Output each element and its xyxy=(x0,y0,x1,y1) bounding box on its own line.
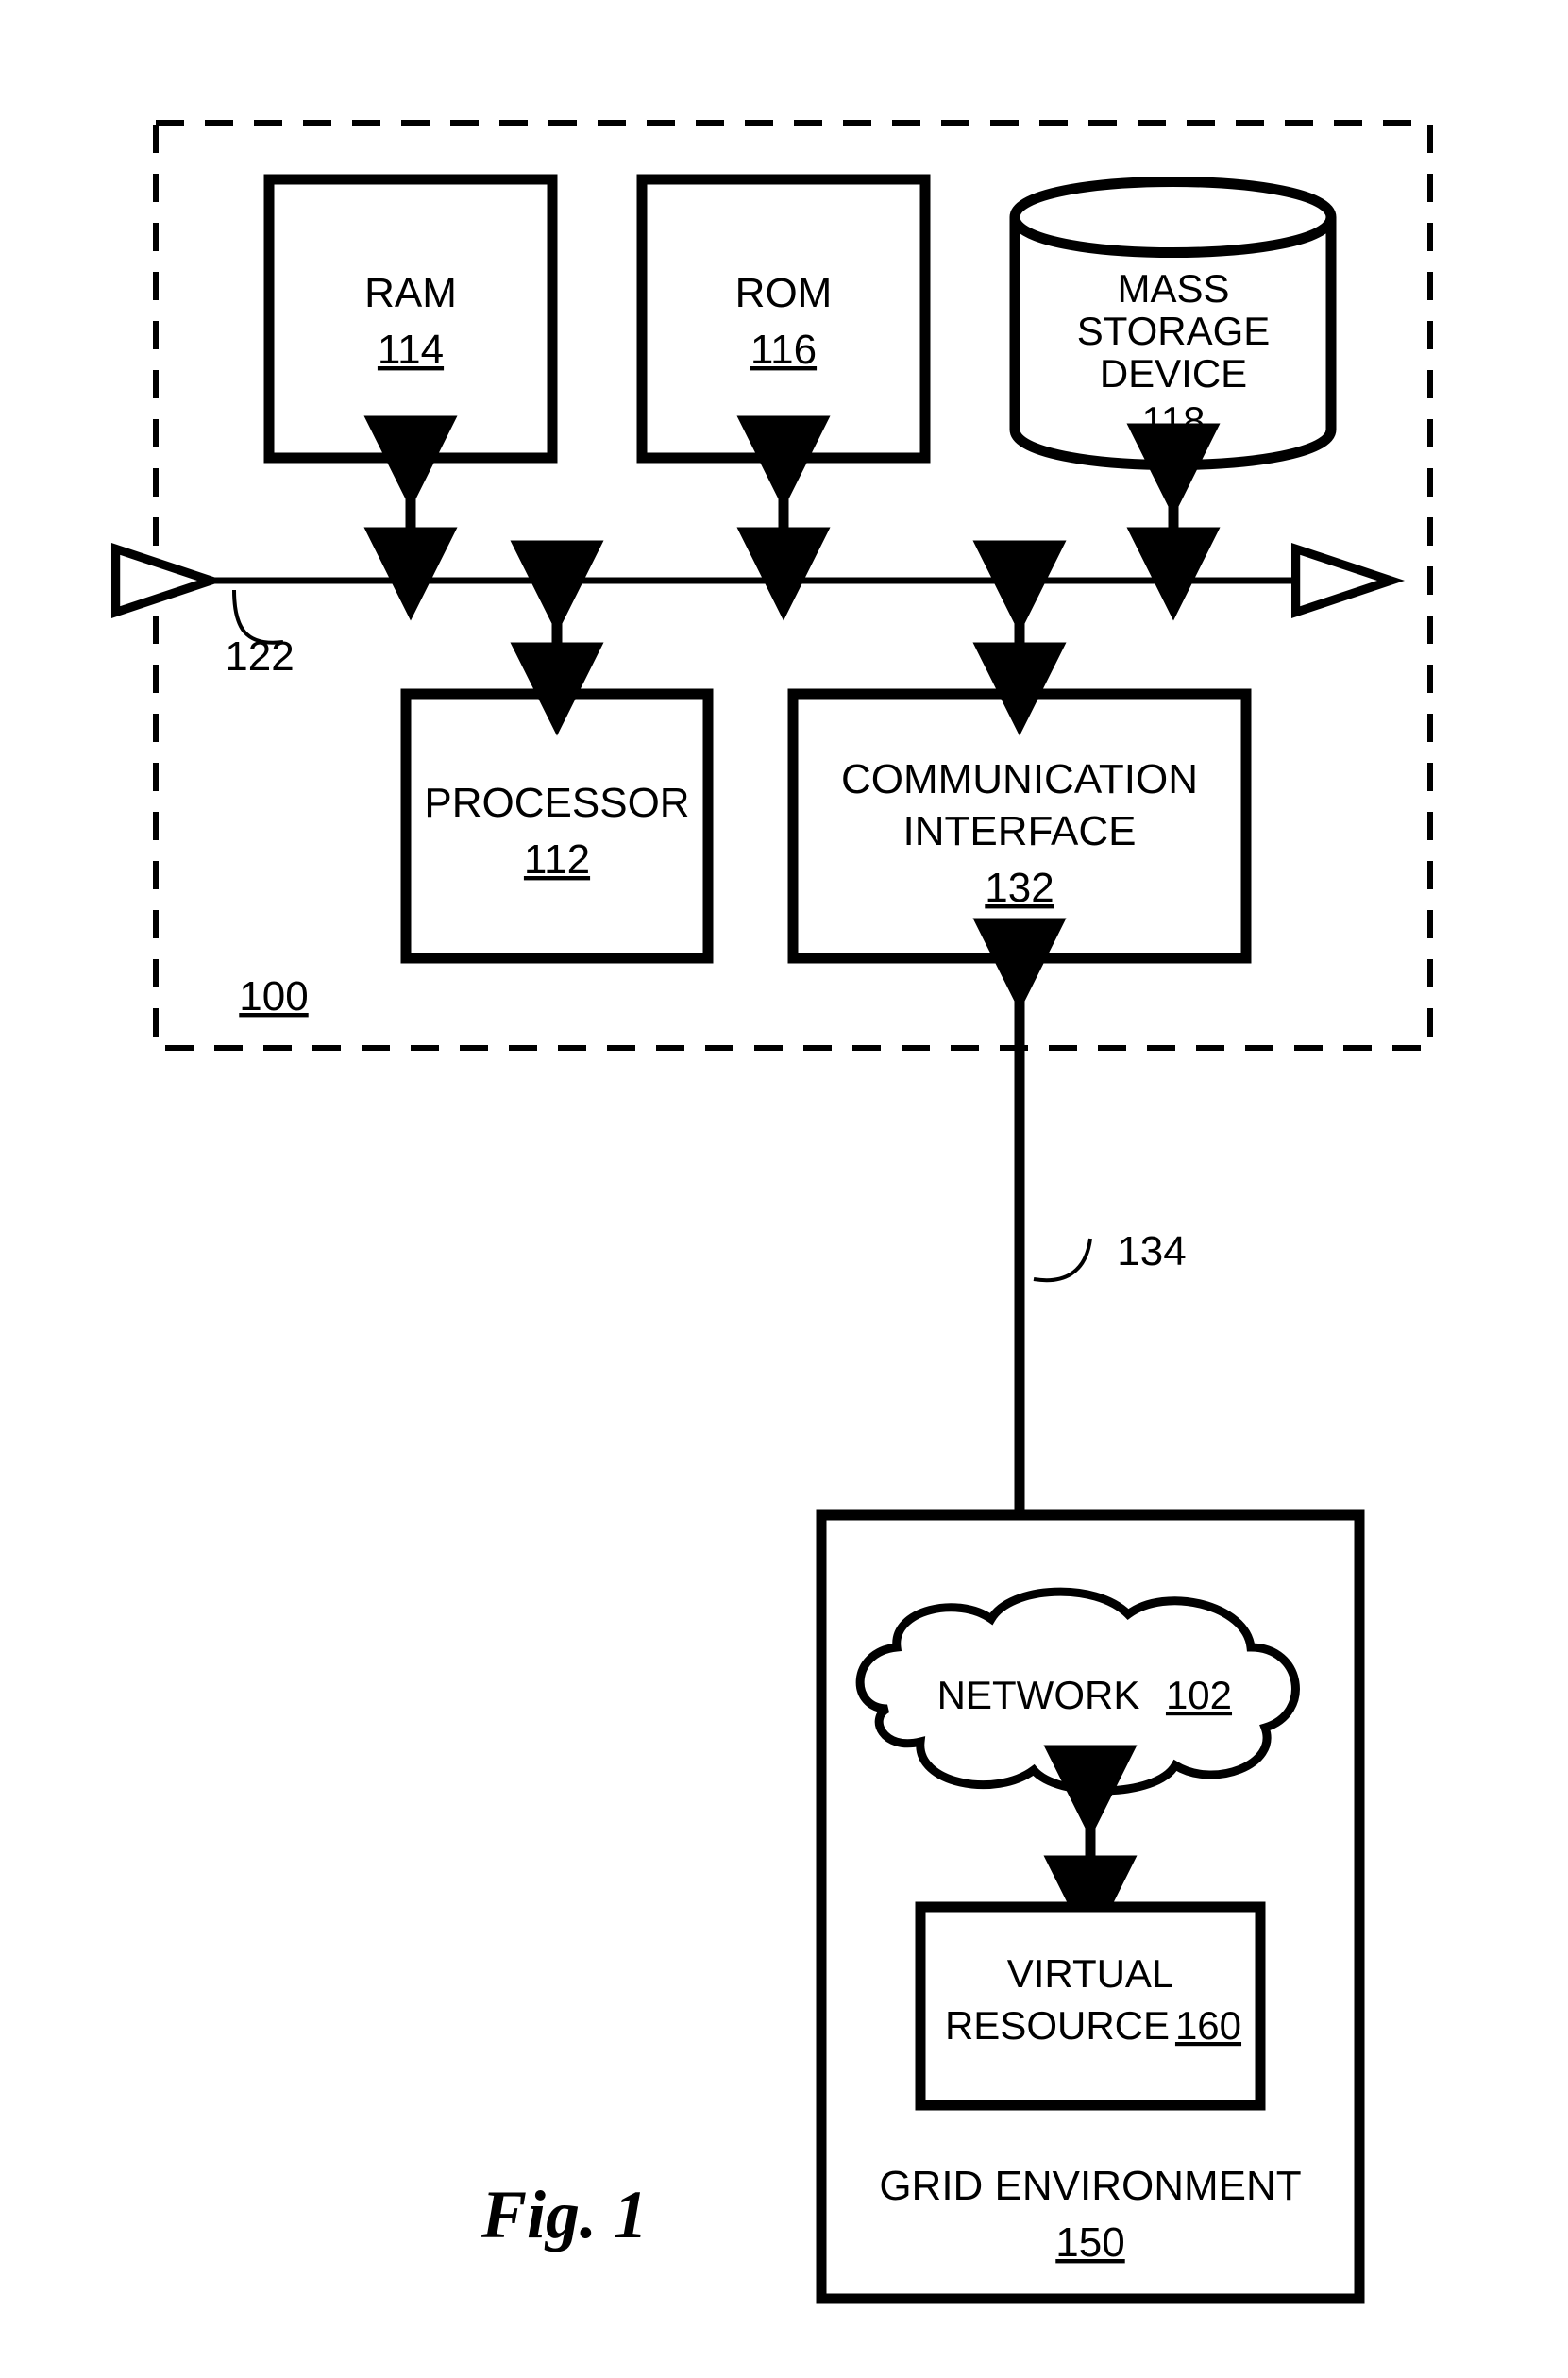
figure-caption: Fig. 1 xyxy=(481,2177,648,2252)
virtual-label-2: RESOURCE xyxy=(945,2003,1170,2048)
storage-label-2: STORAGE xyxy=(1077,309,1271,353)
rom-block xyxy=(642,179,925,458)
storage-ref: 118 xyxy=(1142,398,1206,443)
ram-label: RAM xyxy=(364,270,457,316)
ram-block xyxy=(269,179,552,458)
system-box-ref: 100 xyxy=(239,973,308,1020)
grid-env-ref: 150 xyxy=(1055,2219,1124,2266)
storage-label-1: MASS xyxy=(1117,266,1229,311)
rom-label: ROM xyxy=(735,270,833,316)
network-label: NETWORK xyxy=(937,1673,1140,1717)
comm-label-2: INTERFACE xyxy=(903,808,1137,854)
virtual-label-1: VIRTUAL xyxy=(1007,1951,1174,1996)
processor-ref: 112 xyxy=(524,836,590,883)
processor-block xyxy=(406,694,708,958)
grid-env-label: GRID ENVIRONMENT xyxy=(879,2163,1301,2209)
callout-134-hook xyxy=(1034,1239,1090,1280)
network-ref: 102 xyxy=(1166,1673,1232,1717)
processor-label: PROCESSOR xyxy=(424,780,689,826)
storage-label-3: DEVICE xyxy=(1100,351,1247,396)
ram-ref: 114 xyxy=(378,327,444,373)
virtual-ref: 160 xyxy=(1175,2003,1241,2048)
rom-ref: 116 xyxy=(750,327,817,373)
comm-label-1: COMMUNICATION xyxy=(841,756,1198,802)
comm-ref: 132 xyxy=(985,865,1054,911)
bus-ref: 122 xyxy=(225,633,294,680)
callout-134-label: 134 xyxy=(1117,1228,1186,1274)
